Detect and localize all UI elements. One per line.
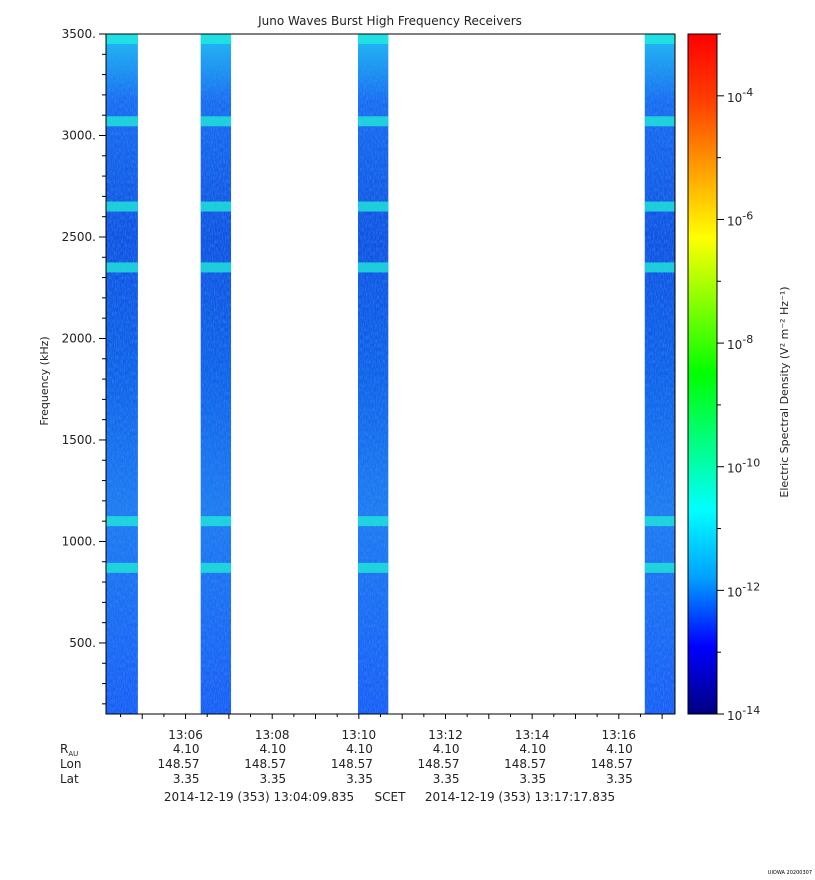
bright-band	[200, 262, 232, 273]
ephemeris-value: 4.10	[433, 742, 460, 756]
bright-band	[644, 262, 675, 273]
bright-band	[106, 116, 138, 127]
x-tick-label: 13:14	[515, 728, 550, 742]
bright-band	[357, 116, 389, 127]
ephemeris-value: 4.10	[606, 742, 633, 756]
y-axis-label: Frequency (kHz)	[38, 336, 51, 425]
time-range-scet: SCET	[375, 790, 407, 804]
footer-stamp: UIOWA 20200307	[768, 870, 812, 876]
colorbar-tick-label: 10-4	[727, 86, 753, 105]
ephemeris-value: 3.35	[346, 772, 373, 786]
ephemeris-value: 148.57	[331, 757, 373, 771]
bright-band	[357, 516, 389, 527]
ephemeris-row-label: Lon	[60, 757, 81, 771]
bright-band	[106, 201, 138, 212]
plot-frame	[105, 33, 676, 715]
x-tick-label: 13:12	[428, 728, 463, 742]
ephemeris-value: 3.35	[606, 772, 633, 786]
ephemeris-value: 4.10	[346, 742, 373, 756]
burst-strip	[106, 34, 138, 714]
colorbar-tick-label: 10-12	[727, 580, 760, 599]
bright-band	[106, 562, 138, 573]
ephemeris-value: 4.10	[259, 742, 286, 756]
bright-band	[200, 116, 232, 127]
colorbar-tick-label: 10-10	[727, 457, 760, 476]
y-tick-label: 2000.	[62, 331, 96, 345]
colorbar	[687, 33, 718, 715]
bright-band	[644, 516, 675, 527]
colorbar-tick-label: 10-14	[727, 704, 760, 723]
bright-band	[106, 262, 138, 273]
x-tick-label: 13:16	[601, 728, 636, 742]
bright-band	[644, 116, 675, 127]
y-tick-label: 1000.	[62, 534, 96, 548]
burst-strip	[200, 34, 232, 714]
time-range-end: 2014-12-19 (353) 13:17:17.835	[425, 790, 615, 804]
ephemeris-value: 3.35	[173, 772, 200, 786]
y-tick-label: 1500.	[62, 433, 96, 447]
y-tick-label: 3000.	[62, 128, 96, 142]
ephemeris-value: 4.10	[519, 742, 546, 756]
ephemeris-value: 4.10	[173, 742, 200, 756]
colorbar-tick-label: 10-6	[727, 209, 753, 228]
ephemeris-value: 3.35	[433, 772, 460, 786]
x-tick-label: 13:06	[168, 728, 203, 742]
bright-band	[200, 201, 232, 212]
ephemeris-value: 148.57	[244, 757, 286, 771]
y-tick-label: 3500.	[62, 27, 96, 41]
burst-strip	[357, 34, 389, 714]
bright-band	[200, 562, 232, 573]
colorbar-label: Electric Spectral Density (V² m⁻² Hz⁻¹)	[778, 286, 791, 497]
bright-band	[106, 516, 138, 527]
bright-band	[357, 262, 389, 273]
ephemeris-value: 3.35	[259, 772, 286, 786]
bright-band	[357, 201, 389, 212]
time-range-start: 2014-12-19 (353) 13:04:09.835	[164, 790, 354, 804]
ephemeris-value: 148.57	[417, 757, 459, 771]
ephemeris-value: 148.57	[591, 757, 633, 771]
ephemeris-row-label: Lat	[60, 772, 79, 786]
bright-band	[644, 562, 675, 573]
bright-band	[357, 562, 389, 573]
bright-band	[644, 201, 675, 212]
ephemeris-value: 148.57	[504, 757, 546, 771]
ephemeris-row-label: RAU	[60, 742, 78, 758]
bright-band	[200, 516, 232, 527]
ephemeris-value: 148.57	[158, 757, 200, 771]
ephemeris-value: 3.35	[519, 772, 546, 786]
y-tick-label: 500.	[69, 636, 96, 650]
x-tick-label: 13:08	[255, 728, 290, 742]
colorbar-label-text: Electric Spectral Density (V² m⁻² Hz⁻¹)	[778, 286, 791, 497]
x-tick-label: 13:10	[342, 728, 377, 742]
chart-title: Juno Waves Burst High Frequency Receiver…	[257, 14, 522, 28]
y-tick-label: 2500.	[62, 230, 96, 244]
burst-strip	[644, 34, 675, 714]
colorbar-tick-label: 10-8	[727, 333, 753, 352]
